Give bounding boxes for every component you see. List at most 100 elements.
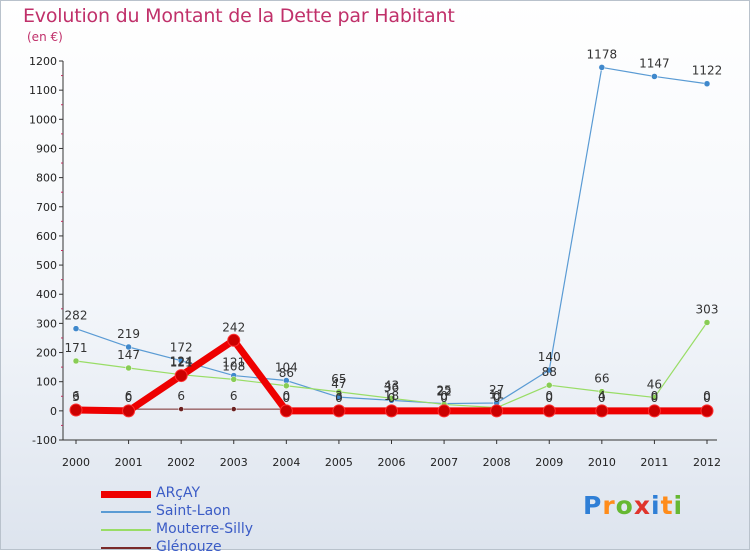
data-label: 43: [384, 378, 399, 392]
data-label: 4: [598, 389, 606, 403]
data-point: [335, 388, 343, 396]
data-point: [227, 333, 241, 347]
data-point: [546, 366, 553, 374]
y-tick-label: 400: [36, 288, 57, 301]
data-label: 282: [65, 309, 88, 323]
data-point: [125, 343, 132, 351]
data-label: 47: [331, 377, 346, 391]
data-label: 0: [388, 391, 396, 405]
unit-label: (en €): [27, 30, 63, 44]
legend-label: Glénouze: [156, 539, 222, 555]
y-tick-label: 1100: [29, 84, 57, 97]
data-label: 242: [222, 320, 245, 334]
y-tick-label: 300: [36, 317, 57, 330]
data-point: [332, 404, 346, 418]
x-tick-label: 2012: [693, 456, 721, 469]
x-tick-label: 2008: [483, 456, 511, 469]
y-tick-label: 100: [36, 376, 57, 389]
data-label: 124: [170, 355, 193, 369]
data-point: [542, 404, 556, 418]
data-label: 88: [542, 365, 557, 379]
legend: ARçAY Saint-Laon Mouterre-Silly Glénouze: [101, 485, 321, 557]
data-label: 1122: [692, 64, 723, 78]
data-label: 0: [493, 389, 501, 403]
data-label: 0: [283, 389, 291, 403]
logo-letter: r: [602, 491, 616, 520]
data-label: 0: [440, 389, 448, 403]
data-label: 0: [545, 389, 553, 403]
x-tick-label: 2009: [535, 456, 563, 469]
y-tick-label: 800: [36, 172, 57, 185]
data-label: 11: [489, 388, 504, 402]
data-label: 22: [436, 384, 451, 398]
data-label: 1147: [639, 56, 670, 70]
data-point: [598, 64, 606, 71]
data-label: 65: [331, 372, 346, 386]
data-label: 147: [117, 348, 140, 362]
data-point: [703, 319, 711, 326]
data-label: 219: [117, 327, 140, 341]
data-point: [72, 325, 80, 332]
data-point: [385, 404, 398, 418]
legend-item: Glénouze: [101, 539, 321, 557]
x-tick-label: 2003: [220, 456, 248, 469]
legend-item: Mouterre-Silly: [101, 521, 321, 539]
data-label: 121: [170, 356, 193, 370]
legend-swatch: [101, 547, 151, 549]
data-point: [230, 376, 237, 383]
data-label: 0: [651, 391, 659, 405]
data-point: [231, 406, 237, 412]
data-point: [283, 382, 290, 390]
data-label: 0: [703, 389, 711, 403]
legend-label: Saint-Laon: [156, 503, 231, 519]
x-tick-label: 2005: [325, 456, 353, 469]
y-tick-label: 200: [36, 347, 57, 360]
data-label: 3: [72, 390, 80, 404]
data-point: [72, 357, 80, 365]
data-label: 6: [230, 389, 238, 403]
data-label: 172: [170, 341, 193, 355]
data-label: 18: [384, 389, 399, 403]
data-label: 6: [72, 389, 80, 403]
data-label: 0: [283, 391, 291, 405]
data-label: 3: [335, 389, 343, 403]
y-tick-label: 1000: [29, 113, 57, 126]
data-label: 0: [651, 389, 659, 403]
data-point: [700, 404, 714, 418]
legend-swatch: [101, 529, 151, 531]
data-label: 0: [440, 391, 448, 405]
data-label: 46: [647, 377, 662, 391]
data-label: 108: [222, 359, 245, 373]
x-tick-label: 2006: [378, 456, 406, 469]
data-label: 121: [222, 356, 245, 370]
data-point: [546, 381, 553, 389]
logo-letter: o: [615, 491, 634, 520]
y-tick-label: -100: [32, 434, 57, 447]
proxiti-logo: Proxiti: [583, 491, 683, 520]
x-tick-label: 2007: [430, 456, 458, 469]
data-label: 86: [279, 366, 294, 380]
data-point: [647, 404, 661, 418]
data-label: 6: [177, 389, 185, 403]
y-tick-label: 1200: [29, 55, 57, 68]
x-tick-label: 2002: [167, 456, 195, 469]
y-tick-label: 0: [50, 405, 57, 418]
data-label: 6: [125, 389, 133, 403]
logo-letter: x: [633, 491, 651, 520]
data-point: [177, 357, 185, 364]
x-tick-label: 2001: [115, 456, 143, 469]
data-point: [388, 395, 395, 402]
x-tick-label: 2004: [272, 456, 300, 469]
data-label: 0: [703, 391, 711, 405]
data-label: 25: [436, 384, 451, 398]
data-point: [437, 404, 451, 418]
legend-label: Mouterre-Silly: [156, 521, 254, 537]
logo-letter: i: [651, 491, 661, 520]
y-tick-label: 900: [36, 142, 57, 155]
logo-letter: t: [660, 491, 674, 520]
data-label: 27: [489, 383, 504, 397]
data-label: 0: [545, 391, 553, 405]
legend-item: Saint-Laon: [101, 503, 321, 521]
